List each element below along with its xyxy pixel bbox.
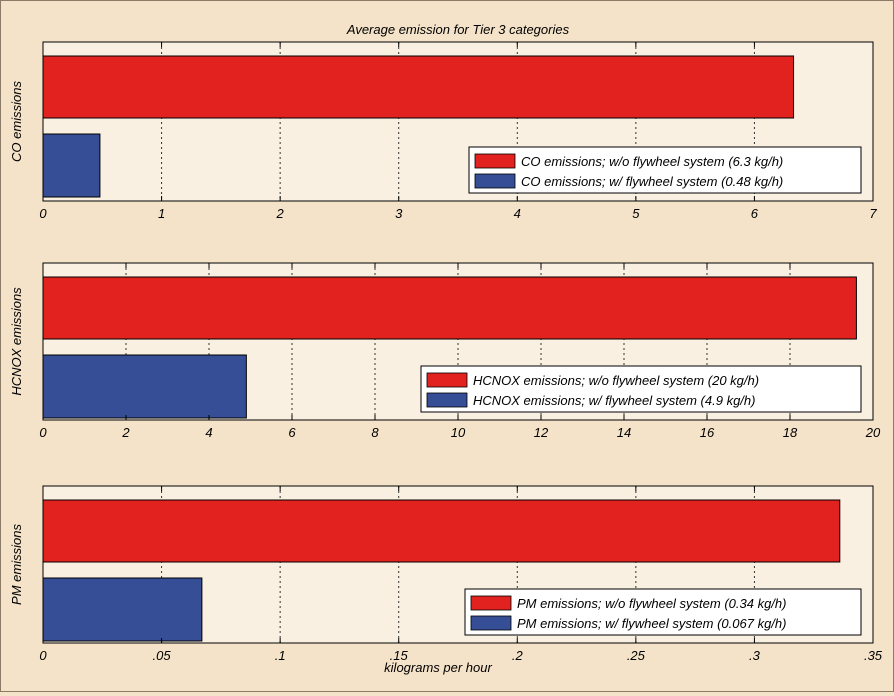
legend: PM emissions; w/o flywheel system (0.34 … bbox=[464, 588, 862, 636]
x-tick-label: .15 bbox=[390, 648, 409, 663]
bar-with-flywheel bbox=[42, 133, 101, 198]
legend-entry: CO emissions; w/o flywheel system (6.3 k… bbox=[521, 154, 783, 169]
x-tick-label: 4 bbox=[205, 425, 212, 440]
legend-swatch bbox=[474, 173, 516, 189]
legend-entry: PM emissions; w/o flywheel system (0.34 … bbox=[517, 596, 786, 611]
x-tick-label: 7 bbox=[869, 206, 877, 221]
chart-title: Average emission for Tier 3 categories bbox=[346, 22, 570, 37]
x-tick-label: 12 bbox=[534, 425, 549, 440]
x-tick-label: 2 bbox=[276, 206, 285, 221]
legend-box bbox=[468, 146, 862, 194]
legend-entry: HCNOX emissions; w/o flywheel system (20… bbox=[473, 373, 759, 388]
x-tick-label: 8 bbox=[371, 425, 379, 440]
x-tick-label: .1 bbox=[275, 648, 286, 663]
x-tick-label: 3 bbox=[395, 206, 403, 221]
x-tick-label: 5 bbox=[632, 206, 640, 221]
x-tick-label: .2 bbox=[512, 648, 524, 663]
legend-swatch bbox=[474, 153, 516, 169]
x-tick-label: 2 bbox=[121, 425, 130, 440]
x-tick-label: 20 bbox=[865, 425, 881, 440]
x-tick-label: 18 bbox=[783, 425, 798, 440]
bar-without-flywheel bbox=[42, 276, 857, 340]
x-tick-label: .05 bbox=[153, 648, 172, 663]
legend-box bbox=[420, 365, 862, 413]
legend-swatch bbox=[470, 615, 512, 631]
y-axis-label: PM emissions bbox=[9, 524, 24, 605]
bar-with-flywheel bbox=[42, 354, 247, 419]
chart-panel-2: 0 2 4 6 8 10 12 14 16 18 20 HCNOX emissions HCNOX em… bbox=[9, 262, 881, 440]
legend-swatch bbox=[470, 595, 512, 611]
x-tick-label: 0 bbox=[39, 425, 47, 440]
axes-frame bbox=[42, 41, 874, 202]
legend-entry: HCNOX emissions; w/ flywheel system (4.9… bbox=[473, 393, 755, 408]
chart-panel-3: 0 .05 .1 .15 .2 .25 .3 .35 PM emissions PM emissi… bbox=[9, 485, 883, 663]
x-tick-label: 1 bbox=[158, 206, 165, 221]
legend-swatch bbox=[426, 372, 468, 388]
bar-with-flywheel bbox=[42, 577, 203, 642]
legend-entry: CO emissions; w/ flywheel system (0.48 k… bbox=[521, 174, 783, 189]
y-axis-label: HCNOX emissions bbox=[9, 287, 24, 396]
bar-without-flywheel bbox=[42, 499, 841, 563]
x-tick-label: 10 bbox=[451, 425, 466, 440]
legend-swatch bbox=[426, 392, 468, 408]
x-tick-label: .35 bbox=[864, 648, 883, 663]
legend-entry: PM emissions; w/ flywheel system (0.067 … bbox=[517, 616, 786, 631]
x-tick-label: 6 bbox=[751, 206, 759, 221]
x-tick-label: .3 bbox=[749, 648, 761, 663]
chart-panel-1: 0 1 2 3 4 5 6 7 CO emissions CO emissions; w/o fl… bbox=[9, 41, 877, 221]
legend: HCNOX emissions; w/o flywheel system (20… bbox=[420, 365, 862, 413]
x-tick-label: 4 bbox=[514, 206, 521, 221]
y-axis-label: CO emissions bbox=[9, 81, 24, 162]
x-tick-label: 14 bbox=[617, 425, 631, 440]
x-tick-label: 0 bbox=[39, 648, 47, 663]
x-tick-label: 6 bbox=[288, 425, 296, 440]
x-axis-label: kilograms per hour bbox=[384, 660, 492, 675]
axes-frame bbox=[42, 485, 874, 644]
x-tick-label: 16 bbox=[700, 425, 715, 440]
legend-box bbox=[464, 588, 862, 636]
legend: CO emissions; w/o flywheel system (6.3 k… bbox=[468, 146, 862, 194]
bar-without-flywheel bbox=[42, 55, 795, 119]
x-tick-label: 0 bbox=[39, 206, 47, 221]
x-tick-label: .25 bbox=[627, 648, 646, 663]
